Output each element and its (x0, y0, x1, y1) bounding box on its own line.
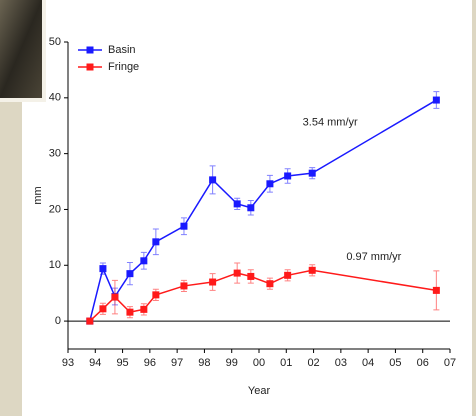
marker (284, 172, 291, 179)
legend-marker (87, 64, 94, 71)
marker (309, 267, 316, 274)
marker (266, 280, 273, 287)
legend-label: Basin (108, 44, 136, 56)
x-tick-label: 97 (171, 357, 183, 369)
panel (22, 0, 472, 416)
marker (266, 180, 273, 187)
x-tick-label: 04 (362, 357, 374, 369)
y-tick-label: 0 (55, 315, 61, 327)
x-tick-label: 94 (89, 357, 101, 369)
y-tick-label: 30 (49, 148, 61, 160)
marker (126, 309, 133, 316)
annotation: 0.97 mm/yr (346, 251, 401, 263)
marker (209, 176, 216, 183)
marker (99, 305, 106, 312)
x-tick-label: 96 (144, 357, 156, 369)
y-tick-label: 20 (49, 203, 61, 215)
x-tick-label: 06 (417, 357, 429, 369)
marker (309, 170, 316, 177)
marker (140, 306, 147, 313)
x-tick-label: 07 (444, 357, 456, 369)
marker (126, 270, 133, 277)
x-tick-label: 00 (253, 357, 265, 369)
x-tick-label: 98 (198, 357, 210, 369)
marker (111, 294, 118, 301)
legend-marker (87, 47, 94, 54)
screenshot: 0 10 20 30 40 50 93 94 95 96 97 98 99 00 01 02 03 04 05 06 0… (0, 0, 476, 416)
marker (247, 273, 254, 280)
marker (152, 291, 159, 298)
x-tick-label: 05 (389, 357, 401, 369)
y-tick-label: 50 (49, 36, 61, 48)
marker (180, 223, 187, 230)
marker (140, 257, 147, 264)
x-axis-label: Year (248, 385, 271, 397)
marker (99, 265, 106, 272)
x-tick-label: 03 (335, 357, 347, 369)
marker (180, 282, 187, 289)
marker (86, 318, 93, 325)
x-tick-label: 01 (280, 357, 292, 369)
marker (433, 97, 440, 104)
marker (152, 238, 159, 245)
marker (234, 270, 241, 277)
y-tick-label: 10 (49, 259, 61, 271)
legend-label: Fringe (108, 61, 139, 73)
marker (209, 279, 216, 286)
marker (284, 272, 291, 279)
marker (247, 204, 254, 211)
annotation: 3.54 mm/yr (303, 116, 358, 128)
marker (433, 287, 440, 294)
x-tick-label: 93 (62, 357, 74, 369)
marker (234, 200, 241, 207)
y-tick-label: 40 (49, 92, 61, 104)
x-tick-label: 95 (116, 357, 128, 369)
x-tick-label: 02 (307, 357, 319, 369)
photo (0, 0, 42, 98)
y-axis-label: mm (32, 186, 44, 204)
x-tick-label: 99 (226, 357, 238, 369)
